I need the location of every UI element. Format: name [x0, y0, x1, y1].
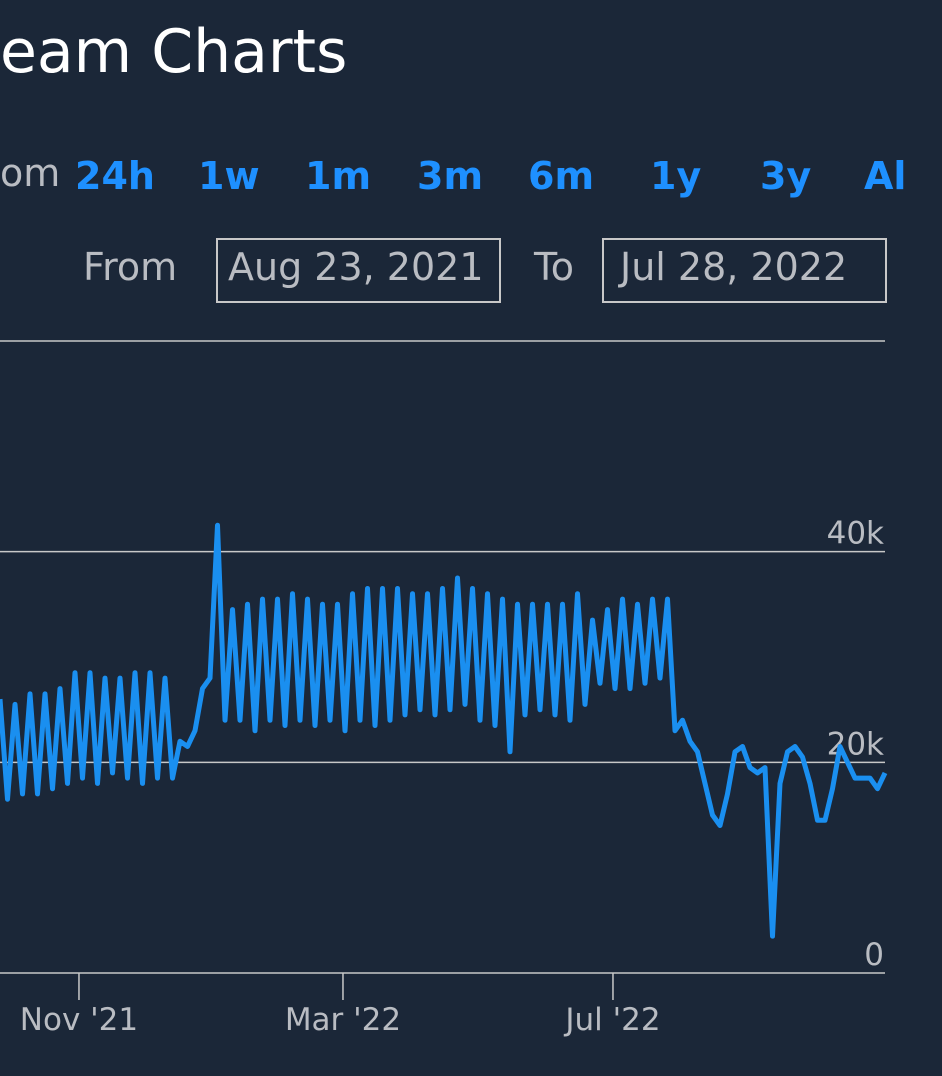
range-button[interactable]: 1y [650, 154, 701, 198]
x-tick-label: Nov '21 [20, 1002, 138, 1038]
from-date[interactable]: Aug 23, 2021 [228, 245, 484, 289]
range-button[interactable]: 24h [75, 154, 155, 198]
to-date[interactable]: Jul 28, 2022 [618, 245, 847, 289]
from-date-box[interactable] [216, 238, 501, 303]
to-label: To [533, 245, 574, 289]
range-button[interactable]: Al [864, 154, 906, 198]
to-date-box[interactable] [602, 238, 887, 303]
range-button[interactable]: 3y [760, 154, 811, 198]
y-tick-label: 20k [827, 726, 884, 762]
player-count-line [0, 522, 888, 939]
range-button[interactable]: 3m [417, 154, 483, 198]
x-tick-label: Mar '22 [285, 1002, 401, 1038]
range-button[interactable]: 1m [305, 154, 371, 198]
range-button[interactable]: 1w [198, 154, 260, 198]
y-tick-label: 0 [864, 937, 884, 973]
page-title: eam Charts [0, 17, 347, 87]
x-tick-label: Jul '22 [563, 1002, 660, 1038]
zoom-label: om [0, 151, 60, 195]
y-tick-label: 40k [827, 516, 884, 552]
from-label: From [83, 245, 177, 289]
range-button[interactable]: 6m [528, 154, 594, 198]
